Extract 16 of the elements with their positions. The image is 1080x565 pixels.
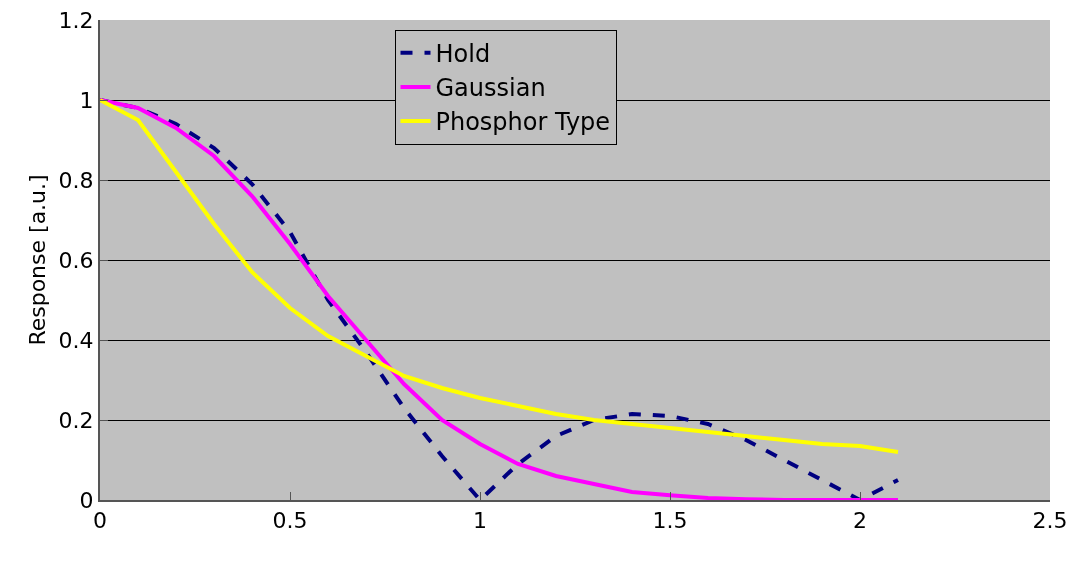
x-tick-label: 2 (853, 508, 867, 534)
y-tick-label: 0 (79, 487, 94, 513)
x-tick-label: 1.5 (652, 508, 688, 534)
legend-label: Gaussian (435, 74, 546, 103)
x-tick-label: 1 (473, 508, 487, 534)
x-tick-label: 2.5 (1032, 508, 1068, 534)
y-tick-label: 0.8 (58, 167, 94, 193)
legend-label: Phosphor Type (435, 108, 611, 137)
legend-label: Hold (435, 40, 491, 69)
y-tick-label: 1 (79, 87, 94, 113)
x-tick-label: 0.5 (272, 508, 308, 534)
y-tick-label: 0.6 (58, 247, 94, 273)
y-tick-label: 0.2 (58, 407, 94, 433)
y-tick-label: 1.2 (58, 7, 94, 33)
y-axis-title: Response [a.u.] (25, 174, 50, 346)
y-tick-label: 0.4 (58, 327, 94, 353)
